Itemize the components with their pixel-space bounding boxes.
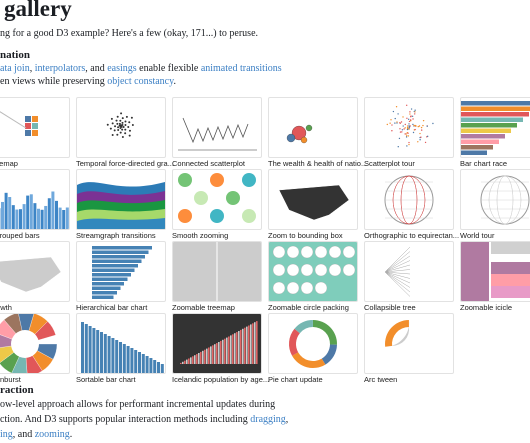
tile-label[interactable]: Zoomable treemap: [172, 303, 235, 312]
thumbnail-image: [173, 314, 261, 373]
tile-label[interactable]: The wealth & health of natio...: [268, 159, 368, 168]
text: .: [173, 76, 176, 87]
thumbnail-image: [385, 320, 410, 347]
thumbnail-image: [289, 320, 337, 368]
link[interactable]: ing: [0, 429, 13, 440]
tile-label[interactable]: World tour: [460, 231, 495, 240]
thumbnail[interactable]: [0, 241, 70, 302]
thumbnail-image: [480, 175, 530, 225]
thumbnail[interactable]: [460, 169, 530, 230]
paragraph-line: ow-level approach allows for performant …: [0, 399, 275, 410]
thumbnail-image: [278, 184, 350, 221]
thumbnail[interactable]: [268, 313, 358, 374]
thumbnail-image: [81, 322, 164, 373]
tile-label[interactable]: Smooth zooming: [172, 231, 229, 240]
link[interactable]: ata join: [0, 63, 30, 74]
thumbnail[interactable]: [268, 169, 358, 230]
tile-label[interactable]: Orthographic to equirectan...: [364, 231, 460, 240]
thumbnail-image: [269, 242, 357, 301]
tile-label[interactable]: Connected scatterplot: [172, 159, 245, 168]
thumbnail-image: [173, 242, 261, 301]
link[interactable]: animated transitions: [200, 63, 282, 74]
tile-label[interactable]: d-to-grouped bars: [0, 231, 40, 240]
thumbnail-image: [0, 314, 58, 373]
paragraph-line: en views while preserving object constan…: [0, 76, 176, 87]
thumbnail[interactable]: [364, 313, 454, 374]
thumbnail[interactable]: [460, 97, 530, 158]
tile-label[interactable]: ble sunburst: [0, 375, 21, 384]
page-title: gallery: [4, 0, 72, 21]
thumbnail-image: [77, 182, 165, 229]
thumbnail-image: [384, 246, 411, 297]
thumbnail-image: [0, 256, 62, 293]
thumbnail-image: [0, 111, 38, 136]
paragraph-line: ing, and zooming.: [0, 429, 72, 440]
thumbnail-image: [461, 101, 530, 155]
tile-label[interactable]: Zoomable icicle: [460, 303, 513, 312]
paragraph-line: ata join, interpolators, and easings ena…: [0, 63, 282, 74]
link[interactable]: object constancy: [107, 76, 174, 87]
thumbnail-image: [178, 173, 256, 223]
tile-label[interactable]: Sortable bar chart: [76, 375, 136, 384]
thumbnail-image: [106, 112, 134, 139]
link[interactable]: easings: [107, 63, 137, 74]
thumbnail[interactable]: [76, 169, 166, 230]
thumbnail[interactable]: [364, 241, 454, 302]
text: ,: [29, 63, 35, 74]
text: , and: [85, 63, 108, 74]
tile-label[interactable]: Zoom to bounding box: [268, 231, 343, 240]
link[interactable]: zooming: [34, 429, 70, 440]
tile-label[interactable]: Streamgraph transitions: [76, 231, 156, 240]
thumbnail-image: [178, 117, 257, 151]
thumbnail[interactable]: [364, 97, 454, 158]
text: ,: [285, 414, 289, 425]
thumbnail[interactable]: [268, 241, 358, 302]
thumbnail[interactable]: [172, 97, 262, 158]
thumbnail[interactable]: [0, 313, 70, 374]
thumbnail-image: [461, 242, 530, 301]
thumbnail-image: [286, 124, 313, 144]
thumbnail-image: [384, 175, 434, 225]
tile-label[interactable]: Pie chart update: [268, 375, 323, 384]
tile-label[interactable]: t's growth: [0, 303, 12, 312]
thumbnail[interactable]: [0, 97, 70, 158]
tile-label[interactable]: Zoomable circle packing: [268, 303, 349, 312]
text: .: [69, 429, 73, 440]
thumbnail[interactable]: [460, 241, 530, 302]
paragraph-line: ction. And D3 supports popular interacti…: [0, 414, 288, 425]
tile-label[interactable]: ed treemap: [0, 159, 18, 168]
thumbnail[interactable]: [172, 241, 262, 302]
section-heading: raction: [0, 384, 34, 396]
text: , and: [12, 429, 35, 440]
thumbnail[interactable]: [0, 169, 70, 230]
thumbnail-image: [0, 191, 69, 229]
tile-label[interactable]: Hierarchical bar chart: [76, 303, 148, 312]
thumbnail[interactable]: [364, 169, 454, 230]
intro: ng for a good D3 example? Here's a few (…: [0, 28, 259, 39]
thumbnail-image: [386, 104, 434, 148]
text: ction. And D3 supports popular interacti…: [0, 414, 251, 425]
text: enable flexible: [136, 63, 201, 74]
thumbnail[interactable]: [268, 97, 358, 158]
thumbnail[interactable]: [172, 313, 262, 374]
thumbnail[interactable]: [76, 313, 166, 374]
tile-label[interactable]: Arc tween: [364, 375, 398, 384]
thumbnail[interactable]: [76, 97, 166, 158]
tile-label[interactable]: Temporal force-directed gra...: [76, 159, 174, 168]
tile-label[interactable]: Icelandic population by age...: [172, 375, 270, 384]
thumbnail[interactable]: [76, 241, 166, 302]
thumbnail[interactable]: [172, 169, 262, 230]
thumbnail-image: [92, 246, 152, 299]
text: en views while preserving: [0, 76, 108, 87]
text: ow-level approach allows for performant …: [0, 399, 276, 410]
link[interactable]: dragging: [250, 414, 286, 425]
link[interactable]: interpolators: [34, 63, 86, 74]
tile-label[interactable]: Collapsible tree: [364, 303, 416, 312]
tile-label[interactable]: Scatterplot tour: [364, 159, 415, 168]
section-heading: nation: [0, 49, 30, 61]
tile-label[interactable]: Bar chart race: [460, 159, 508, 168]
